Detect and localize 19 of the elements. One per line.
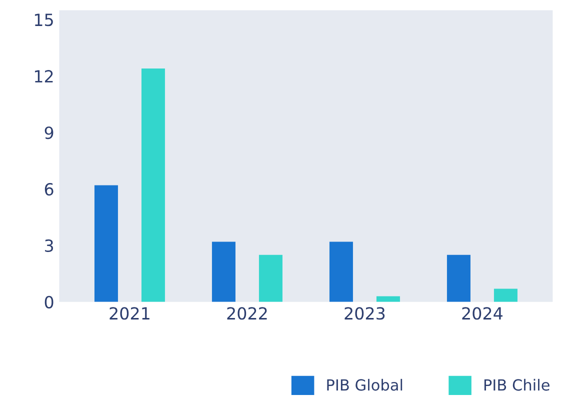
- bar: [258, 254, 282, 302]
- bar: [329, 242, 353, 302]
- bar: [494, 288, 518, 302]
- x-tick-label: 2022: [227, 307, 267, 320]
- bar: [141, 68, 165, 302]
- x-tick-label: 2023: [344, 307, 385, 320]
- bar: [446, 254, 470, 302]
- legend-label: PIB Chile: [484, 378, 550, 391]
- y-tick-label: 9: [44, 126, 54, 140]
- legend-label: PIB Global: [327, 378, 402, 391]
- x-tick-label: 2024: [462, 307, 502, 320]
- y-tick-label: 6: [44, 182, 54, 196]
- bar: [212, 242, 236, 302]
- y-tick-label: 3: [45, 239, 54, 252]
- bar: [94, 185, 118, 302]
- y-tick-label: 0: [44, 296, 54, 308]
- x-tick-label: 2021: [110, 307, 150, 320]
- y-tick-label: 12: [34, 70, 53, 82]
- y-tick-label: 15: [34, 14, 53, 26]
